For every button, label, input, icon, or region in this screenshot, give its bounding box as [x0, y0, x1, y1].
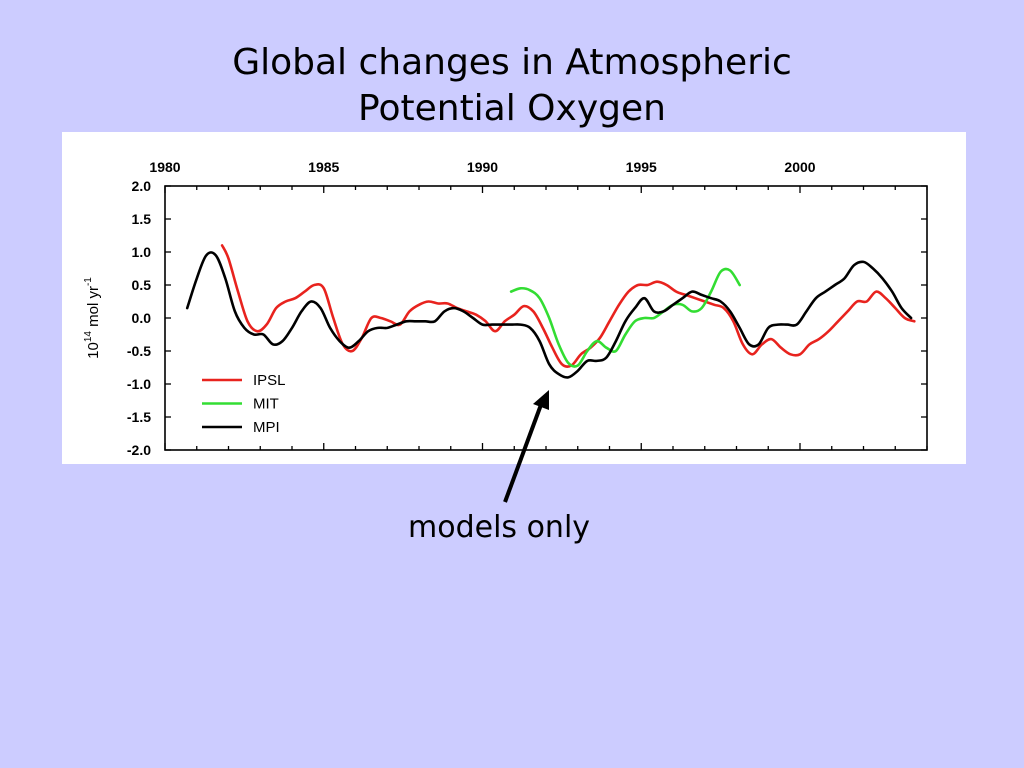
- y-tick-label: -2.0: [127, 442, 151, 458]
- y-tick-label: -0.5: [127, 343, 151, 359]
- x-tick-label: 1985: [308, 159, 339, 175]
- y-tick-label: -1.0: [127, 376, 151, 392]
- slide-title: Global changes in Atmospheric Potential …: [0, 40, 1024, 132]
- line-chart: 1014 mol yr-1 1980 1985 1990 1995 2000 2.0 1.5…: [83, 159, 928, 458]
- x-tick-label: 1990: [467, 159, 498, 175]
- y-tick-label: 1.5: [132, 211, 152, 227]
- y-axis-label-text: 1014 mol yr-1: [83, 277, 102, 359]
- y-tick-label: -1.5: [127, 409, 151, 425]
- y-tick-label: 1.0: [132, 244, 152, 260]
- y-tick-label: 0.0: [132, 310, 152, 326]
- annotation-label: models only: [408, 510, 591, 545]
- chart-panel: 1014 mol yr-1 1980 1985 1990 1995 2000 2.0 1.5…: [62, 132, 966, 464]
- legend-label-mit: MIT: [253, 396, 279, 413]
- series-line-mpi: [185, 251, 913, 379]
- x-tick-label: 2000: [784, 159, 815, 175]
- y-tick-label: 0.5: [132, 277, 152, 293]
- x-tick-label: 1980: [149, 159, 180, 175]
- y-tick-label: 2.0: [132, 178, 152, 194]
- legend-label-mpi: MPI: [253, 419, 280, 436]
- series-line-mit: [509, 267, 741, 368]
- title-line-1: Global changes in Atmospheric: [232, 42, 792, 83]
- series-line-ipsl: [220, 244, 916, 368]
- title-line-2: Potential Oxygen: [358, 88, 666, 129]
- legend-label-ipsl: IPSL: [253, 372, 286, 389]
- x-tick-label: 1995: [626, 159, 657, 175]
- y-axis-label: 1014 mol yr-1: [83, 277, 102, 359]
